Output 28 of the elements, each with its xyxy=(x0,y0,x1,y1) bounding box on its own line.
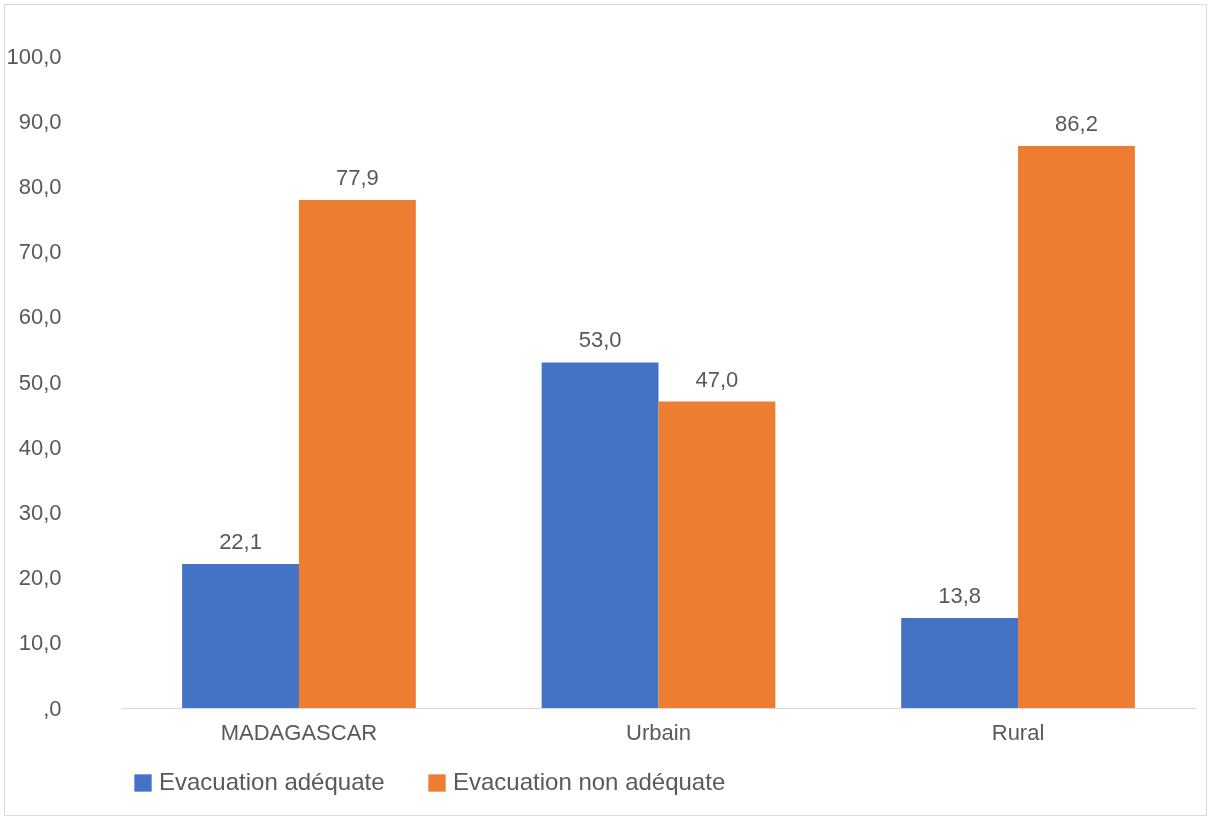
y-tick-label: 70,0 xyxy=(18,239,62,265)
x-tick-label: Urbain xyxy=(626,719,691,745)
bar xyxy=(298,200,416,708)
y-tick-label: ,0 xyxy=(43,695,62,721)
y-tick-label: 90,0 xyxy=(18,108,62,134)
bar xyxy=(1018,145,1135,708)
data-label: 86,2 xyxy=(1055,110,1098,136)
bar xyxy=(901,618,1019,708)
x-tick-label: Rural xyxy=(991,719,1045,745)
y-tick-label: 50,0 xyxy=(18,369,62,395)
data-label: 53,0 xyxy=(578,327,622,353)
data-label: 77,9 xyxy=(335,165,379,191)
bar xyxy=(182,563,299,708)
y-tick-label: 40,0 xyxy=(18,434,62,460)
legend-label: Evacuation non adéquate xyxy=(453,768,726,795)
y-tick-label: 20,0 xyxy=(18,565,62,591)
y-tick-label: 80,0 xyxy=(18,173,62,199)
data-label: 22,1 xyxy=(219,528,262,554)
legend-label: Evacuation adéquate xyxy=(159,768,385,795)
y-tick-label: 10,0 xyxy=(18,630,62,656)
data-label: 13,8 xyxy=(938,583,982,609)
bar xyxy=(541,362,659,708)
y-tick-label: 30,0 xyxy=(18,499,62,525)
x-tick-label: MADAGASCAR xyxy=(220,719,378,745)
y-tick-label: 100,0 xyxy=(6,43,62,69)
data-label: 47,0 xyxy=(695,366,739,392)
y-tick-label: 60,0 xyxy=(18,304,62,330)
bar xyxy=(658,401,776,708)
